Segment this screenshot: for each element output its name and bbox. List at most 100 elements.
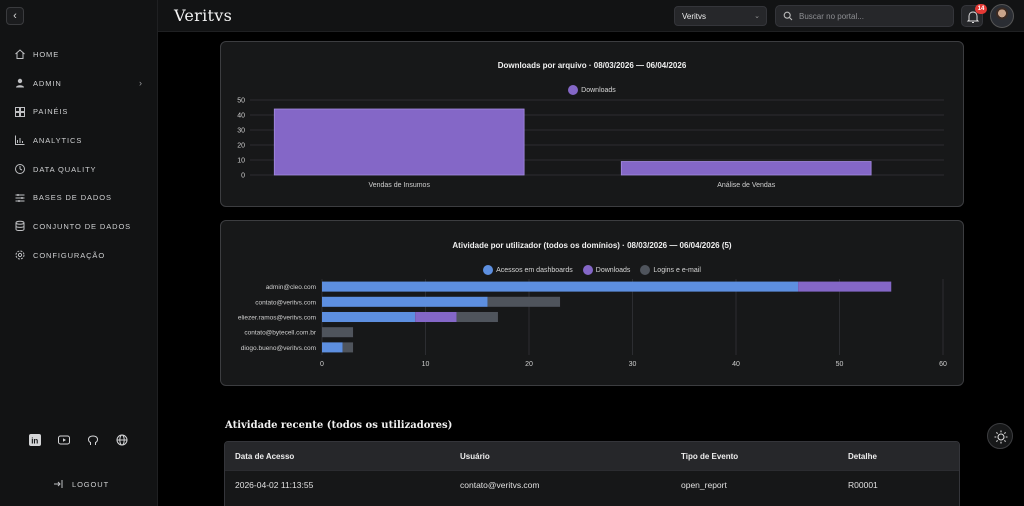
logout-button[interactable]: LOGOUT bbox=[52, 478, 109, 490]
logout-label: LOGOUT bbox=[72, 479, 110, 489]
legend-item[interactable]: Downloads bbox=[582, 265, 631, 275]
logout-icon bbox=[54, 480, 63, 488]
cell-date: 2026-04-02 11:13:55 bbox=[235, 479, 314, 490]
activity-stacked-bar-chart: 0 10 20 30 40 50 60 admin@cleo.com contato@verit… bbox=[238, 279, 947, 368]
downloads-bar-chart: 0 10 20 30 40 50 Vendas de Insumos Análise de V… bbox=[237, 98, 944, 189]
legend-item[interactable]: Downloads bbox=[568, 85, 616, 95]
sidebar-item-paineis[interactable]: PAINÉIS bbox=[0, 97, 158, 126]
notifications-button[interactable]: 14 bbox=[961, 4, 987, 27]
chevron-left-icon: ‹ bbox=[13, 10, 17, 22]
legend-item[interactable]: Acessos em dashboards bbox=[483, 265, 573, 275]
sidebar-collapse-button[interactable]: ‹ bbox=[6, 7, 24, 25]
bar bbox=[273, 108, 525, 176]
sidebar-item-admin[interactable]: ADMIN › bbox=[0, 69, 158, 98]
search-icon bbox=[783, 11, 793, 21]
sun-icon bbox=[994, 430, 1008, 444]
sidebar-item-analytics[interactable]: ANALYTICS bbox=[0, 126, 158, 155]
bar-segment bbox=[322, 342, 343, 353]
y-tick-label: 10 bbox=[237, 158, 245, 165]
bar-segment bbox=[322, 327, 354, 338]
user-icon bbox=[16, 78, 24, 88]
sidebar-item-label: ADMIN bbox=[33, 78, 62, 88]
linkedin-icon[interactable]: in bbox=[28, 433, 42, 447]
chevron-right-icon: › bbox=[139, 77, 142, 88]
legend-label: Logins e e-mail bbox=[653, 266, 701, 274]
table-row[interactable]: 2026-04-02 11:13:55 contato@veritvs.com … bbox=[225, 470, 959, 498]
y-tick-label: 40 bbox=[237, 113, 245, 120]
sidebar-item-label: DATA QUALITY bbox=[33, 164, 97, 174]
database-icon bbox=[15, 221, 25, 232]
legend-label: Downloads bbox=[595, 266, 631, 274]
sidebar-item-label: CONFIGURAÇÃO bbox=[33, 250, 106, 260]
y-tick-label: 20 bbox=[237, 143, 245, 150]
sliders-icon bbox=[15, 193, 25, 202]
gear-icon bbox=[15, 250, 25, 260]
x-tick-label: 40 bbox=[732, 361, 740, 368]
bar-segment bbox=[456, 311, 498, 323]
avatar[interactable] bbox=[990, 4, 1014, 28]
youtube-icon[interactable] bbox=[57, 433, 71, 447]
bar-segment bbox=[487, 296, 561, 307]
legend-swatch bbox=[568, 85, 579, 95]
bar-segment bbox=[415, 311, 457, 323]
column-header[interactable]: Usuário bbox=[460, 451, 490, 461]
x-tick-label: 20 bbox=[525, 361, 533, 368]
y-tick-label: 0 bbox=[241, 173, 245, 180]
y-tick-label: eliezer.ramos@veritvs.com bbox=[238, 315, 316, 322]
x-tick-label: 30 bbox=[629, 361, 637, 368]
sidebar-item-label: CONJUNTO DE DADOS bbox=[33, 221, 132, 231]
legend-swatch bbox=[582, 265, 593, 275]
bar-segment bbox=[798, 281, 892, 292]
globe-icon[interactable] bbox=[115, 433, 129, 447]
theme-toggle-button[interactable] bbox=[987, 423, 1013, 449]
legend-item[interactable]: Logins e e-mail bbox=[640, 265, 701, 275]
y-tick-label: contato@bytecell.com.br bbox=[244, 330, 316, 337]
search-box[interactable] bbox=[775, 5, 954, 27]
column-header[interactable]: Tipo de Evento bbox=[681, 451, 739, 461]
notifications-badge: 14 bbox=[975, 4, 987, 14]
sidebar-item-home[interactable]: HOME bbox=[0, 40, 158, 69]
sidebar-item-configuracao[interactable]: CONFIGURAÇÃO bbox=[0, 241, 158, 270]
y-tick-label: 50 bbox=[237, 98, 245, 105]
recent-activity-table: Data de Acesso Usuário Tipo de Evento De… bbox=[224, 441, 960, 506]
sidebar-item-data-quality[interactable]: DATA QUALITY bbox=[0, 155, 158, 184]
x-tick-label: 0 bbox=[320, 361, 324, 368]
sidebar: ‹ HOME ADMIN › PAINÉIS ANALYTICS DATA Q bbox=[0, 0, 158, 506]
legend-swatch bbox=[483, 265, 494, 275]
dashboard-icon bbox=[15, 106, 25, 117]
gauge-icon bbox=[15, 164, 25, 175]
domain-select[interactable]: Veritvs ⌄ bbox=[674, 6, 767, 26]
x-tick-label: Análise de Vendas bbox=[717, 182, 775, 189]
bar-chart-icon bbox=[15, 135, 25, 146]
x-tick-label: 10 bbox=[422, 361, 430, 368]
chart-title: Downloads por arquivo · 08/03/2026 — 06/… bbox=[497, 61, 687, 70]
column-header[interactable]: Detalhe bbox=[848, 451, 877, 461]
y-tick-label: 30 bbox=[237, 128, 245, 135]
chart-legend: Acessos em dashboards Downloads Logins e… bbox=[221, 265, 963, 275]
column-header[interactable]: Data de Acesso bbox=[235, 451, 295, 461]
bar-segment bbox=[342, 342, 354, 353]
cell-detail: R00001 bbox=[848, 479, 878, 490]
sidebar-item-label: BASES DE DADOS bbox=[33, 193, 112, 203]
legend-swatch bbox=[640, 265, 651, 275]
svg-text:in: in bbox=[31, 437, 38, 446]
cell-event-type: open_report bbox=[681, 479, 727, 490]
x-tick-label: 60 bbox=[939, 361, 947, 368]
sidebar-item-label: HOME bbox=[33, 49, 60, 59]
home-icon bbox=[15, 49, 25, 60]
chart-title: Atividade por utilizador (todos os domín… bbox=[452, 241, 732, 250]
sidebar-item-conjunto-de-dados[interactable]: CONJUNTO DE DADOS bbox=[0, 212, 158, 241]
downloads-chart-card: Downloads por arquivo · 08/03/2026 — 06/… bbox=[220, 41, 964, 207]
bar-segment bbox=[322, 296, 488, 307]
app-logo[interactable]: Veritvs bbox=[174, 6, 233, 25]
cell-user: contato@veritvs.com bbox=[460, 479, 540, 490]
github-icon[interactable] bbox=[86, 433, 100, 447]
x-tick-label: Vendas de Insumos bbox=[368, 182, 430, 189]
social-links: in bbox=[28, 433, 129, 447]
chart-legend: Downloads bbox=[221, 85, 963, 95]
sidebar-item-bases-de-dados[interactable]: BASES DE DADOS bbox=[0, 183, 158, 212]
search-input[interactable] bbox=[799, 11, 949, 21]
sidebar-item-label: PAINÉIS bbox=[33, 107, 69, 117]
sidebar-nav: HOME ADMIN › PAINÉIS ANALYTICS DATA QUAL… bbox=[0, 40, 158, 270]
